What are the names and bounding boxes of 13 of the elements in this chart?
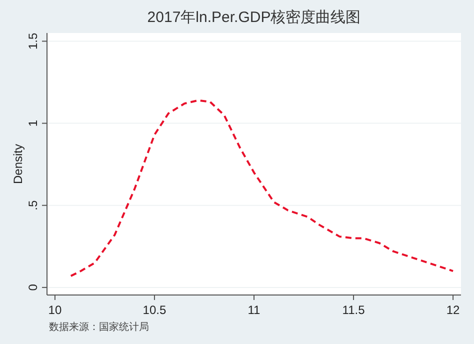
line-series [70,99,454,277]
x-tick-label: 10 [48,303,62,317]
y-tick-label: 0 [26,284,40,291]
x-tick-label: 10.5 [142,303,166,317]
chart-title: 2017年ln.Per.GDP核密度曲线图 [147,9,361,26]
y-tick-label: .5 [26,200,40,210]
y-axis-title: Density [11,144,25,184]
x-tick-label: 11 [248,303,261,317]
x-tick-label: 12 [446,303,460,317]
x-tick-label: 11.5 [342,303,366,317]
y-tick-label: 1.5 [26,32,40,50]
y-tick-label: 1 [26,120,40,127]
source-note: 数据来源：国家统计局 [49,321,149,333]
